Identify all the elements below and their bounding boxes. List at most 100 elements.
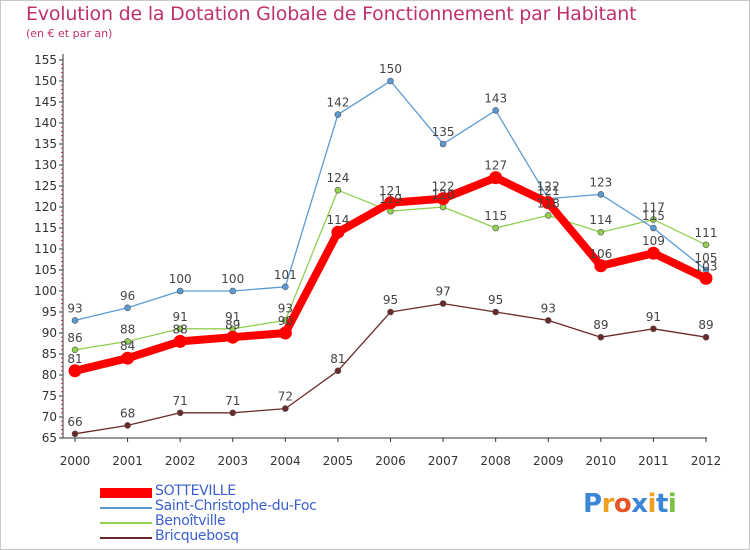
- data-point: [121, 351, 135, 365]
- data-point: [71, 346, 79, 354]
- logo-letter: r: [601, 489, 615, 519]
- data-point: [387, 308, 394, 316]
- x-tick-label: 2008: [480, 454, 511, 468]
- data-label: 89: [593, 318, 608, 332]
- data-point: [229, 409, 237, 417]
- x-tick-label: 2007: [428, 454, 459, 468]
- data-label: 72: [278, 390, 293, 404]
- data-label: 150: [379, 62, 402, 76]
- data-point: [334, 186, 342, 194]
- data-label: 81: [67, 352, 82, 366]
- data-label: 96: [120, 289, 135, 303]
- data-point: [439, 140, 447, 148]
- data-label: 91: [173, 310, 188, 324]
- data-label: 105: [695, 251, 718, 265]
- y-tick-label: 130: [34, 158, 57, 172]
- data-label: 127: [484, 159, 507, 173]
- data-label: 84: [120, 339, 135, 353]
- data-point: [384, 196, 397, 210]
- x-tick-label: 2000: [60, 454, 91, 468]
- series-bricquebosq: [71, 300, 710, 438]
- data-label: 118: [537, 196, 560, 210]
- data-label: 86: [67, 331, 82, 345]
- x-tick-label: 2009: [533, 454, 564, 468]
- data-label: 106: [589, 247, 612, 261]
- legend-label: Benoîtville: [155, 513, 226, 529]
- data-label: 142: [326, 96, 349, 110]
- data-label: 93: [278, 301, 293, 315]
- legend-swatch: [100, 521, 152, 524]
- data-point: [544, 212, 552, 219]
- data-label: 115: [642, 209, 665, 223]
- data-label: 91: [225, 310, 240, 324]
- data-label: 123: [589, 175, 612, 189]
- legend-swatch: [100, 536, 152, 539]
- y-tick-label: 135: [34, 137, 57, 151]
- x-tick-label: 2004: [270, 454, 301, 468]
- logo-letter: i: [647, 489, 657, 519]
- data-point: [124, 304, 131, 312]
- data-label: 71: [225, 394, 240, 408]
- data-point: [176, 325, 184, 333]
- data-label: 90: [278, 314, 293, 328]
- legend-label: SOTTEVILLE: [155, 483, 236, 499]
- data-point: [331, 225, 345, 239]
- data-label: 122: [537, 180, 560, 194]
- logo-letter: i: [667, 489, 677, 519]
- data-label: 89: [698, 318, 713, 332]
- data-point: [650, 224, 657, 232]
- data-point: [436, 192, 450, 206]
- series-line: [74, 302, 707, 435]
- x-tick-label: 2005: [323, 454, 354, 468]
- data-label: 68: [120, 406, 135, 420]
- data-point: [229, 287, 237, 295]
- data-label: 109: [642, 234, 665, 248]
- logo-letter: o: [613, 489, 632, 519]
- data-label: 95: [383, 293, 398, 307]
- y-tick-label: 155: [34, 53, 57, 67]
- data-label: 101: [274, 268, 297, 282]
- data-point: [176, 409, 184, 417]
- data-label: 89: [225, 318, 240, 332]
- y-tick-label: 105: [34, 263, 57, 277]
- legend-swatch: [100, 487, 152, 498]
- data-label: 97: [435, 285, 450, 299]
- data-point: [282, 283, 289, 291]
- data-point: [646, 246, 660, 260]
- y-tick-label: 95: [42, 305, 57, 319]
- y-tick-label: 140: [34, 116, 57, 130]
- data-point: [439, 300, 447, 307]
- data-label: 114: [589, 213, 612, 227]
- y-tick-label: 110: [34, 242, 57, 256]
- x-tick-label: 2001: [112, 454, 143, 468]
- data-point: [594, 259, 608, 273]
- data-label: 71: [173, 394, 188, 408]
- data-point: [387, 77, 394, 85]
- y-tick-label: 145: [34, 95, 57, 109]
- data-point: [541, 196, 555, 210]
- legend-label: Bricquebosq: [155, 528, 239, 544]
- data-point: [702, 241, 710, 249]
- logo-letter: P: [583, 489, 602, 519]
- data-label: 66: [67, 415, 82, 429]
- data-label: 120: [432, 188, 455, 202]
- y-tick-label: 75: [42, 389, 57, 403]
- data-point: [492, 224, 499, 232]
- data-point: [650, 325, 657, 333]
- data-label: 111: [695, 226, 718, 240]
- legend-swatch: [100, 506, 152, 509]
- x-tick-label: 2006: [375, 454, 406, 468]
- data-label: 93: [541, 301, 556, 315]
- data-label: 122: [432, 180, 455, 194]
- data-point: [597, 228, 605, 236]
- data-label: 135: [432, 125, 455, 139]
- series-saint-christophe-du-foc: [71, 77, 710, 324]
- x-tick-label: 2012: [691, 454, 722, 468]
- x-tick-label: 2002: [165, 454, 196, 468]
- y-tick-label: 65: [42, 431, 57, 445]
- data-label: 143: [484, 91, 507, 105]
- data-label: 88: [120, 322, 135, 336]
- data-point: [124, 422, 131, 429]
- y-tick-label: 70: [42, 410, 57, 424]
